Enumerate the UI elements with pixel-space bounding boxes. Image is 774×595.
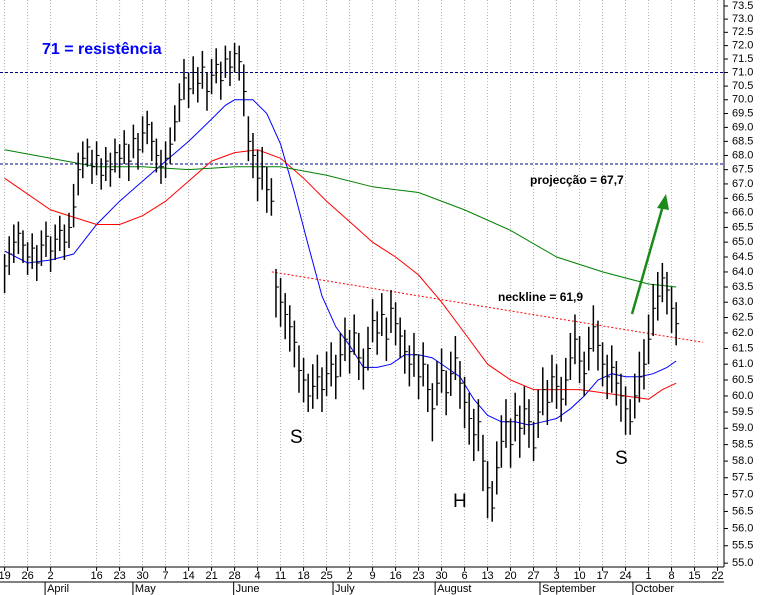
y-tick-label: 57.5 <box>732 472 753 484</box>
x-tick-label: 16 <box>389 570 401 582</box>
x-tick-label: 25 <box>320 570 332 582</box>
x-tick-label: 16 <box>90 570 102 582</box>
month-label: June <box>236 583 260 595</box>
y-tick-label: 59.5 <box>732 406 753 418</box>
x-tick-label: 8 <box>669 570 675 582</box>
month-label: May <box>135 583 156 595</box>
x-tick-label: 17 <box>596 570 608 582</box>
moving-average <box>4 149 677 400</box>
y-tick-label: 68.5 <box>732 135 753 147</box>
y-tick-label: 63.0 <box>732 296 753 308</box>
x-tick-label: 4 <box>255 570 261 582</box>
plot <box>0 42 724 522</box>
month-label: August <box>437 583 471 595</box>
x-tick-label: 22 <box>711 570 723 582</box>
x-tick-label: 11 <box>275 570 286 582</box>
y-tick-label: 70.0 <box>732 94 753 106</box>
y-tick-label: 63.5 <box>732 281 753 293</box>
x-tick-label: 30 <box>435 570 447 582</box>
y-tick-label: 73.0 <box>732 13 753 25</box>
y-tick-label: 55.5 <box>732 540 753 552</box>
y-tick-label: 58.0 <box>732 455 753 467</box>
x-tick-label: 18 <box>297 570 309 582</box>
y-tick-label: 60.0 <box>732 390 753 402</box>
y-tick-label: 61.5 <box>732 342 753 354</box>
neckline <box>271 271 703 343</box>
y-tick-label: 71.0 <box>732 66 753 78</box>
month-label: July <box>335 583 355 595</box>
x-tick-label: 10 <box>573 570 585 582</box>
x-tick-label: 21 <box>205 570 217 582</box>
x-tick-label: 6 <box>462 570 468 582</box>
y-tick-label: 65.5 <box>732 221 753 233</box>
x-tick-label: 3 <box>554 570 560 582</box>
y-tick-label: 56.5 <box>732 505 753 517</box>
y-tick-label: 68.0 <box>732 149 753 161</box>
x-tick-label: 9 <box>370 570 376 582</box>
x-tick-label: 20 <box>504 570 516 582</box>
y-tick-label: 64.0 <box>732 266 753 278</box>
y-tick-label: 72.0 <box>732 40 753 52</box>
x-tick-label: 1 <box>646 570 652 582</box>
x-tick-label: 28 <box>228 570 240 582</box>
moving-average <box>4 99 677 426</box>
x-tick-label: 26 <box>21 570 33 582</box>
month-label: April <box>47 583 69 595</box>
x-tick-label: 2 <box>347 570 353 582</box>
y-tick-label: 55.0 <box>732 557 753 569</box>
arrow-shaft <box>630 201 666 315</box>
y-tick-label: 59.0 <box>732 422 753 434</box>
y-tick-label: 62.5 <box>732 311 753 323</box>
x-tick-label: 2 <box>48 570 54 582</box>
x-tick-label: 30 <box>136 570 148 582</box>
x-tick-label: 23 <box>412 570 424 582</box>
y-tick-label: 58.5 <box>732 439 753 451</box>
annotation: 71 = resistência <box>42 41 162 58</box>
y-tick-label: 57.0 <box>732 488 753 500</box>
y-tick-label: 73.5 <box>732 0 753 12</box>
y-tick-label: 62.0 <box>732 327 753 339</box>
annotation: neckline = 61,9 <box>498 290 583 304</box>
x-tick-label: 13 <box>481 570 493 582</box>
y-tick-label: 65.0 <box>732 236 753 248</box>
y-tick-label: 56.0 <box>732 522 753 534</box>
y-tick-label: 60.5 <box>732 374 753 386</box>
annotation: projecção = 67,7 <box>530 173 624 187</box>
annotation: S <box>290 427 303 448</box>
y-tick-label: 70.5 <box>732 80 753 92</box>
y-tick-label: 67.0 <box>732 178 753 190</box>
x-tick-label: 7 <box>163 570 169 582</box>
x-tick-label: 14 <box>182 570 194 582</box>
arrow-head <box>657 194 669 210</box>
y-tick-label: 66.0 <box>732 207 753 219</box>
y-tick-label: 69.5 <box>732 107 753 119</box>
y-tick-label: 64.5 <box>732 251 753 263</box>
y-tick-label: 69.0 <box>732 121 753 133</box>
x-tick-label: 23 <box>113 570 125 582</box>
annotation: S <box>615 448 628 469</box>
x-tick-label: 24 <box>619 570 631 582</box>
y-tick-label: 71.5 <box>732 53 753 65</box>
month-label: October <box>635 583 674 595</box>
x-tick-label: 19 <box>0 570 11 582</box>
y-tick-label: 67.5 <box>732 164 753 176</box>
y-tick-label: 66.5 <box>732 192 753 204</box>
annotation: H <box>453 491 467 512</box>
x-tick-label: 15 <box>688 570 700 582</box>
y-tick-label: 61.0 <box>732 358 753 370</box>
month-label: September <box>542 583 596 595</box>
y-tick-label: 72.5 <box>732 26 753 38</box>
projection-arrow <box>630 194 669 315</box>
x-tick-label: 27 <box>527 570 539 582</box>
